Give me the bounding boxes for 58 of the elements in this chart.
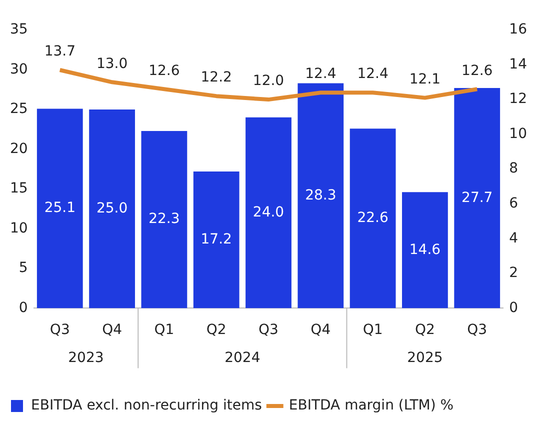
y-tick-label: 5 (18, 260, 28, 276)
bar (141, 130, 188, 308)
data-label: 22.3 (148, 211, 180, 228)
x-tick-label: Q2 (206, 322, 226, 338)
y-tick-label: 25 (10, 101, 28, 118)
data-label: 27.7 (462, 190, 493, 206)
y2-tick-label: 14 (509, 56, 528, 72)
data-label: 28.3 (305, 187, 336, 204)
y2-tick-label: 12 (509, 91, 528, 108)
text: 2023 (68, 350, 104, 366)
data-label: 12.6 (462, 62, 493, 79)
legend-label: EBITDA margin (LTM) % (288, 398, 454, 414)
bar (89, 109, 135, 308)
y2-tick-label: 6 (509, 196, 518, 212)
bar (193, 171, 240, 308)
legend-label: EBITDA excl. non-recurring items (31, 398, 262, 414)
bar (402, 192, 448, 308)
y-tick-label: 30 (10, 61, 28, 78)
text: 2024 (224, 350, 260, 366)
x-tick-label: Q1 (362, 322, 383, 338)
y2-tick-label: 4 (509, 230, 518, 246)
data-label: 13.0 (96, 56, 128, 72)
text: 2025 (407, 350, 443, 366)
bar (36, 108, 83, 308)
y2-tick-label: 2 (509, 265, 518, 282)
data-label: 17.2 (200, 231, 232, 248)
bar (454, 88, 500, 308)
data-label: 24.0 (252, 204, 284, 220)
x-tick-label: Q4 (310, 322, 331, 338)
data-label: 12.4 (305, 66, 336, 82)
data-label: 12.6 (148, 62, 180, 79)
y-tick-label: 0 (18, 300, 28, 316)
y2-tick-label: 0 (509, 300, 518, 316)
x-tick-label: Q3 (467, 322, 488, 338)
y-tick-label: 20 (10, 140, 28, 157)
data-label: 12.4 (357, 66, 388, 82)
y2-tick-label: 16 (509, 22, 528, 38)
y-tick-label: 10 (10, 220, 28, 236)
data-label: 12.0 (252, 73, 284, 90)
y-tick-label: 35 (10, 22, 28, 38)
data-label: 12.1 (409, 71, 441, 88)
x-tick-label: Q4 (102, 322, 122, 338)
data-label: 25.1 (44, 200, 76, 216)
data-label: 25.0 (96, 200, 128, 216)
x-tick-label: Q3 (258, 322, 278, 338)
x-tick-label: Q1 (154, 322, 174, 338)
y-tick-label: 15 (10, 180, 28, 197)
bar (350, 128, 396, 308)
data-label: 14.6 (409, 242, 441, 258)
bar (298, 83, 344, 308)
data-label: 22.6 (357, 210, 388, 226)
x-tick-label: Q2 (414, 322, 435, 338)
x-tick-label: Q3 (50, 322, 70, 338)
bar (246, 117, 292, 308)
y2-tick-label: 10 (509, 126, 528, 142)
data-label: 12.2 (200, 70, 232, 86)
data-label: 13.7 (44, 44, 76, 60)
y2-tick-label: 8 (509, 160, 518, 177)
